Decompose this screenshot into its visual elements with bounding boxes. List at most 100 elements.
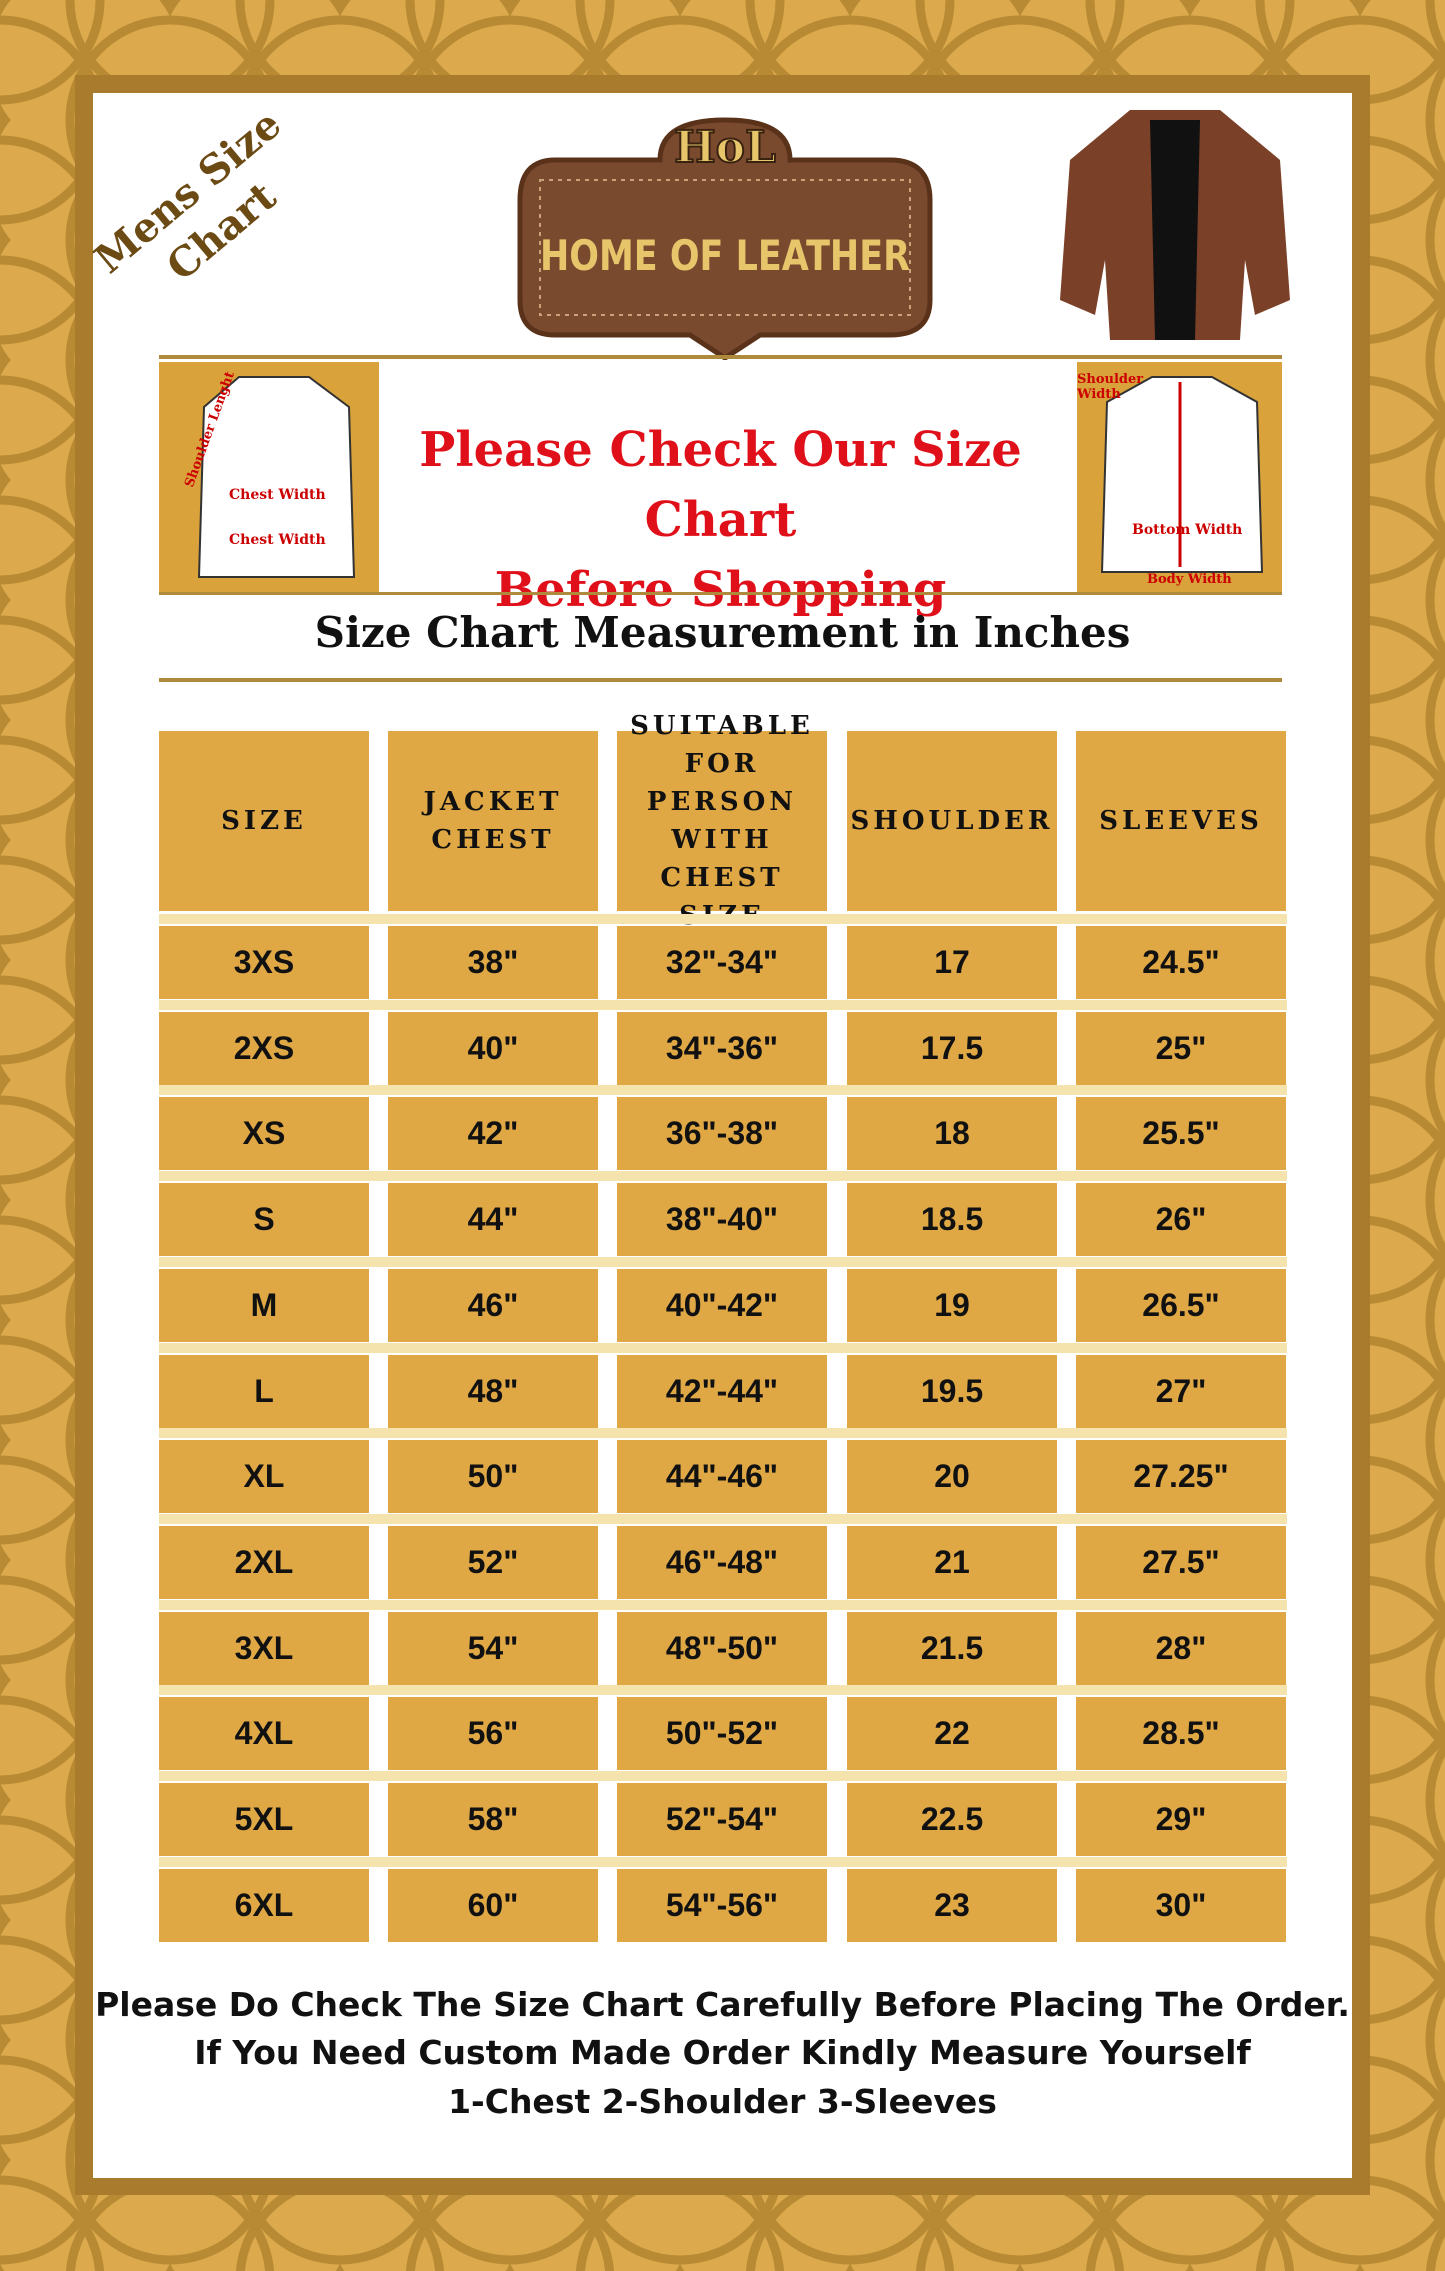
- table-cell: 52": [388, 1525, 598, 1599]
- table-cell: L: [159, 1354, 369, 1428]
- table-cell: 4XL: [159, 1697, 369, 1771]
- table-cell: 29": [1076, 1783, 1286, 1856]
- row-stripe: [159, 1256, 1287, 1267]
- table-cell: 58": [388, 1783, 598, 1856]
- label: Shoulder Width: [1077, 372, 1144, 402]
- table-cell: 54": [388, 1611, 598, 1685]
- row-stripe: [159, 999, 1287, 1010]
- table-cell: 22: [847, 1697, 1057, 1771]
- table-cell: 27": [1076, 1354, 1286, 1428]
- table-cell: 38"-40": [617, 1183, 827, 1257]
- label: Bottom Width: [1132, 522, 1243, 538]
- footer-line: If You Need Custom Made Order Kindly Mea…: [194, 2033, 1251, 2072]
- table-cell: S: [159, 1183, 369, 1257]
- table-cell: 22.5: [847, 1783, 1057, 1856]
- table-cell: 27.5": [1076, 1525, 1286, 1599]
- column-header: SUITABLE FOR PERSON WITH CHEST SIZE: [617, 711, 827, 931]
- rule: [159, 678, 1282, 682]
- table-cell: 48"-50": [617, 1611, 827, 1685]
- table-cell: 20: [847, 1440, 1057, 1514]
- logo: HoL HOME OF LEATHER: [517, 117, 933, 360]
- table-cell: 17: [847, 926, 1057, 999]
- table-cell: 18: [847, 1097, 1057, 1171]
- row-stripe: [159, 1428, 1287, 1439]
- table-cell: XL: [159, 1440, 369, 1514]
- table-cell: 3XS: [159, 926, 369, 999]
- subtitle: Size Chart Measurement in Inches: [314, 608, 1131, 657]
- banner-right: Shoulder Width Bottom Width Body Width: [1077, 362, 1282, 592]
- footer-line: Please Do Check The Size Chart Carefully…: [95, 1985, 1350, 2024]
- table-cell: 17.5: [847, 1011, 1057, 1085]
- logo-top: HoL: [674, 122, 776, 173]
- row-stripe: [159, 1171, 1287, 1182]
- table-cell: 50": [388, 1440, 598, 1514]
- column-header: SLEEVES: [1076, 731, 1286, 911]
- row-stripe: [159, 1513, 1287, 1524]
- table-cell: 28": [1076, 1611, 1286, 1685]
- table-cell: 60": [388, 1868, 598, 1942]
- table-cell: 42"-44": [617, 1354, 827, 1428]
- row-stripe: [159, 1856, 1287, 1867]
- table-cell: 46"-48": [617, 1525, 827, 1599]
- label: Chest Width: [229, 532, 326, 548]
- table-cell: 36"-38": [617, 1097, 827, 1171]
- table-cell: 2XS: [159, 1011, 369, 1085]
- table-cell: 19: [847, 1268, 1057, 1342]
- table-cell: 32"-34": [617, 926, 827, 999]
- jacket-icon: [1100, 376, 1264, 573]
- table-cell: 44"-46": [617, 1440, 827, 1514]
- table-cell: 52"-54": [617, 1783, 827, 1856]
- table-cell: XS: [159, 1097, 369, 1171]
- table-cell: 28.5": [1076, 1697, 1286, 1771]
- blazer-icon: [197, 376, 356, 578]
- table-cell: 25": [1076, 1011, 1286, 1085]
- table-cell: 19.5: [847, 1354, 1057, 1428]
- table-cell: 38": [388, 926, 598, 999]
- table-cell: 5XL: [159, 1783, 369, 1856]
- column-header: SHOULDER: [847, 731, 1057, 911]
- table-cell: 48": [388, 1354, 598, 1428]
- row-stripe: [159, 1599, 1287, 1610]
- rule: [159, 592, 1282, 595]
- table-cell: 34"-36": [617, 1011, 827, 1085]
- table-cell: 3XL: [159, 1611, 369, 1685]
- table-cell: 18.5: [847, 1183, 1057, 1257]
- table-cell: 25.5": [1076, 1097, 1286, 1171]
- table-cell: 44": [388, 1183, 598, 1257]
- table-cell: 26.5": [1076, 1268, 1286, 1342]
- banner-line: Please Check Our Size Chart: [419, 422, 1022, 548]
- jacket-image: [1060, 110, 1290, 340]
- table-cell: 27.25": [1076, 1440, 1286, 1514]
- column-header: JACKET CHEST: [388, 731, 598, 911]
- table-cell: 50"-52": [617, 1697, 827, 1771]
- row-stripe: [159, 1771, 1287, 1781]
- table-cell: 2XL: [159, 1525, 369, 1599]
- logo-text: HOME OF LEATHER: [540, 231, 910, 280]
- row-stripe: [159, 1085, 1287, 1096]
- table-cell: 42": [388, 1097, 598, 1171]
- table-cell: M: [159, 1268, 369, 1342]
- table-cell: 23: [847, 1868, 1057, 1942]
- table-cell: 21.5: [847, 1611, 1057, 1685]
- table-cell: 40": [388, 1011, 598, 1085]
- row-stripe: [159, 914, 1287, 924]
- label: Body Width: [1147, 572, 1232, 587]
- table-cell: 30": [1076, 1868, 1286, 1942]
- banner-title: Please Check Our Size Chart Before Shoppi…: [379, 415, 1062, 625]
- rule: [159, 355, 1282, 359]
- banner-left: Shoulder Lenght Chest Width Chest Width: [159, 362, 379, 592]
- table-cell: 56": [388, 1697, 598, 1771]
- table-cell: 21: [847, 1525, 1057, 1599]
- table-cell: 6XL: [159, 1868, 369, 1942]
- column-header: SIZE: [159, 731, 369, 911]
- banner-line: Before Shopping: [494, 562, 947, 618]
- table-cell: 46": [388, 1268, 598, 1342]
- table-cell: 26": [1076, 1183, 1286, 1257]
- table-cell: 54"-56": [617, 1868, 827, 1942]
- table-cell: 24.5": [1076, 926, 1286, 999]
- row-stripe: [159, 1685, 1287, 1696]
- footer-line: 1-Chest 2-Shoulder 3-Sleeves: [448, 2082, 997, 2121]
- row-stripe: [159, 1342, 1287, 1353]
- label: Chest Width: [229, 487, 326, 503]
